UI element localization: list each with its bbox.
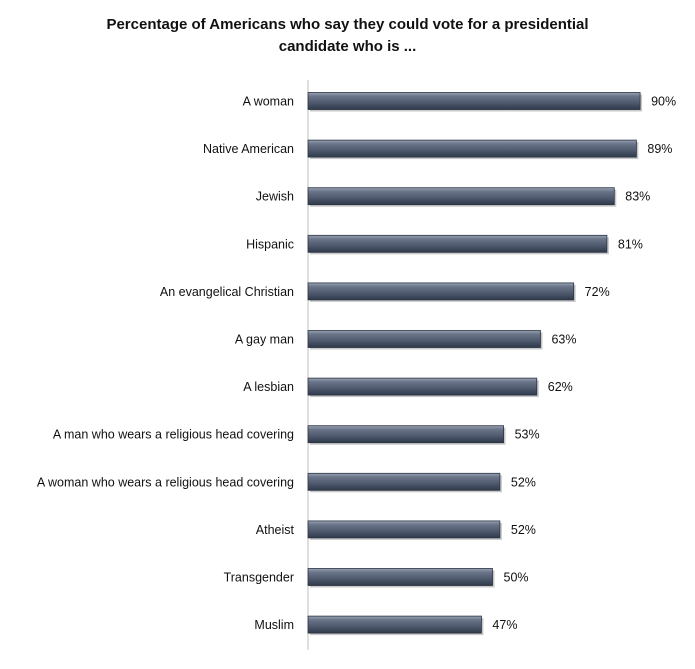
chart-title: Percentage of Americans who say they cou… bbox=[0, 14, 695, 58]
category-label: Native American bbox=[203, 142, 294, 156]
chart-title-line-2: candidate who is ... bbox=[278, 38, 417, 55]
bars-layer: A woman 90% Native American 89% Jewish 83% His… bbox=[37, 92, 676, 636]
category-label: A man who wears a religious head coverin… bbox=[53, 428, 294, 442]
category-label: A woman who wears a religious head cover… bbox=[37, 475, 294, 489]
category-label: Jewish bbox=[256, 190, 294, 204]
bar bbox=[307, 472, 501, 491]
category-label: Transgender bbox=[224, 571, 294, 585]
bar bbox=[307, 330, 541, 348]
category-label: A lesbian bbox=[243, 380, 294, 394]
bar bbox=[307, 92, 641, 110]
chart-title-line-1: Percentage of Americans who say they cou… bbox=[106, 16, 589, 33]
data-label: 52% bbox=[511, 475, 536, 489]
data-label: 90% bbox=[651, 95, 676, 109]
bar bbox=[307, 425, 504, 444]
data-label: 62% bbox=[548, 380, 573, 394]
bar bbox=[307, 568, 493, 586]
data-label: 50% bbox=[504, 571, 529, 585]
bar bbox=[307, 377, 538, 396]
data-label: 89% bbox=[647, 142, 672, 156]
category-label: A gay man bbox=[235, 333, 294, 347]
category-label: A woman bbox=[243, 95, 294, 109]
bar bbox=[307, 520, 501, 539]
category-label: Atheist bbox=[256, 523, 295, 537]
bar bbox=[307, 187, 615, 206]
data-label: 52% bbox=[511, 523, 536, 537]
data-label: 47% bbox=[492, 618, 517, 632]
bar bbox=[307, 139, 637, 158]
category-label: Hispanic bbox=[246, 237, 294, 251]
data-label: 72% bbox=[585, 285, 610, 299]
category-label: Muslim bbox=[254, 618, 294, 632]
data-label: 53% bbox=[515, 428, 540, 442]
bar bbox=[307, 282, 575, 301]
bar bbox=[307, 234, 608, 253]
category-label: An evangelical Christian bbox=[160, 285, 294, 299]
data-label: 83% bbox=[625, 190, 650, 204]
bar bbox=[307, 615, 482, 634]
data-label: 81% bbox=[618, 237, 643, 251]
data-label: 63% bbox=[551, 333, 576, 347]
